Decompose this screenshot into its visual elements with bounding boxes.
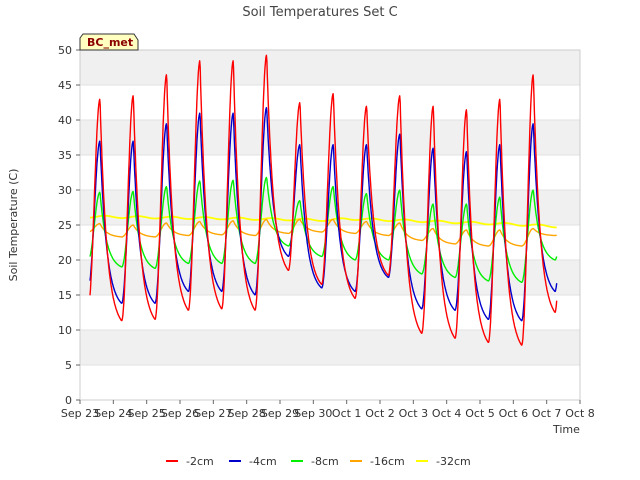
y-tick-label: 10 (58, 324, 72, 337)
station-badge: BC_met (79, 33, 139, 51)
chart-title: Soil Temperatures Set C (242, 5, 397, 20)
legend-label: -16cm (370, 455, 405, 468)
legend-label: -2cm (186, 455, 214, 468)
x-tick-label: Oct 1 (332, 407, 362, 420)
x-tick-label: Sep 30 (294, 407, 332, 420)
legend-label: -32cm (436, 455, 471, 468)
y-axis-ticks: 0 5 10 15 20 25 30 35 40 45 50 (58, 44, 80, 407)
y-tick-label: 0 (65, 394, 72, 407)
x-tick-label: Oct 5 (465, 407, 495, 420)
y-tick-label: 35 (58, 149, 72, 162)
legend: -2cm -4cm -8cm -16cm -32cm (166, 455, 471, 468)
legend-label: -4cm (249, 455, 277, 468)
y-tick-label: 40 (58, 114, 72, 127)
y-tick-label: 45 (58, 79, 72, 92)
x-tick-label: Sep 29 (261, 407, 299, 420)
series-line-minus-16cm (89, 218, 557, 247)
series-line-minus-2cm (89, 54, 558, 346)
x-tick-label: Oct 6 (499, 407, 529, 420)
x-axis-label: Time (552, 423, 580, 436)
y-tick-label: 15 (58, 289, 72, 302)
y-tick-label: 25 (58, 219, 72, 232)
x-tick-label: Oct 8 (565, 407, 595, 420)
x-tick-label: Sep 26 (161, 407, 199, 420)
series-line-minus-8cm (89, 176, 558, 283)
x-tick-label: Sep 24 (94, 407, 132, 420)
x-tick-label: Sep 28 (228, 407, 266, 420)
grid-band (80, 330, 580, 365)
series-layer (89, 54, 558, 346)
badge-label: BC_met (87, 36, 133, 49)
y-tick-label: 5 (65, 359, 72, 372)
grid-band (80, 260, 580, 295)
y-tick-label: 20 (58, 254, 72, 267)
x-tick-label: Sep 25 (128, 407, 166, 420)
series-line-minus-32cm (89, 214, 558, 229)
x-tick-label: Oct 4 (432, 407, 462, 420)
y-tick-label: 50 (58, 44, 72, 57)
x-tick-label: Oct 2 (365, 407, 395, 420)
x-tick-label: Oct 7 (532, 407, 562, 420)
grid-band (80, 50, 580, 85)
x-tick-label: Sep 23 (61, 407, 99, 420)
x-tick-label: Sep 27 (194, 407, 232, 420)
x-tick-label: Oct 3 (399, 407, 429, 420)
y-tick-label: 30 (58, 184, 72, 197)
badge-box (79, 33, 139, 51)
legend-label: -8cm (311, 455, 339, 468)
y-axis-label: Soil Temperature (C) (7, 169, 20, 282)
